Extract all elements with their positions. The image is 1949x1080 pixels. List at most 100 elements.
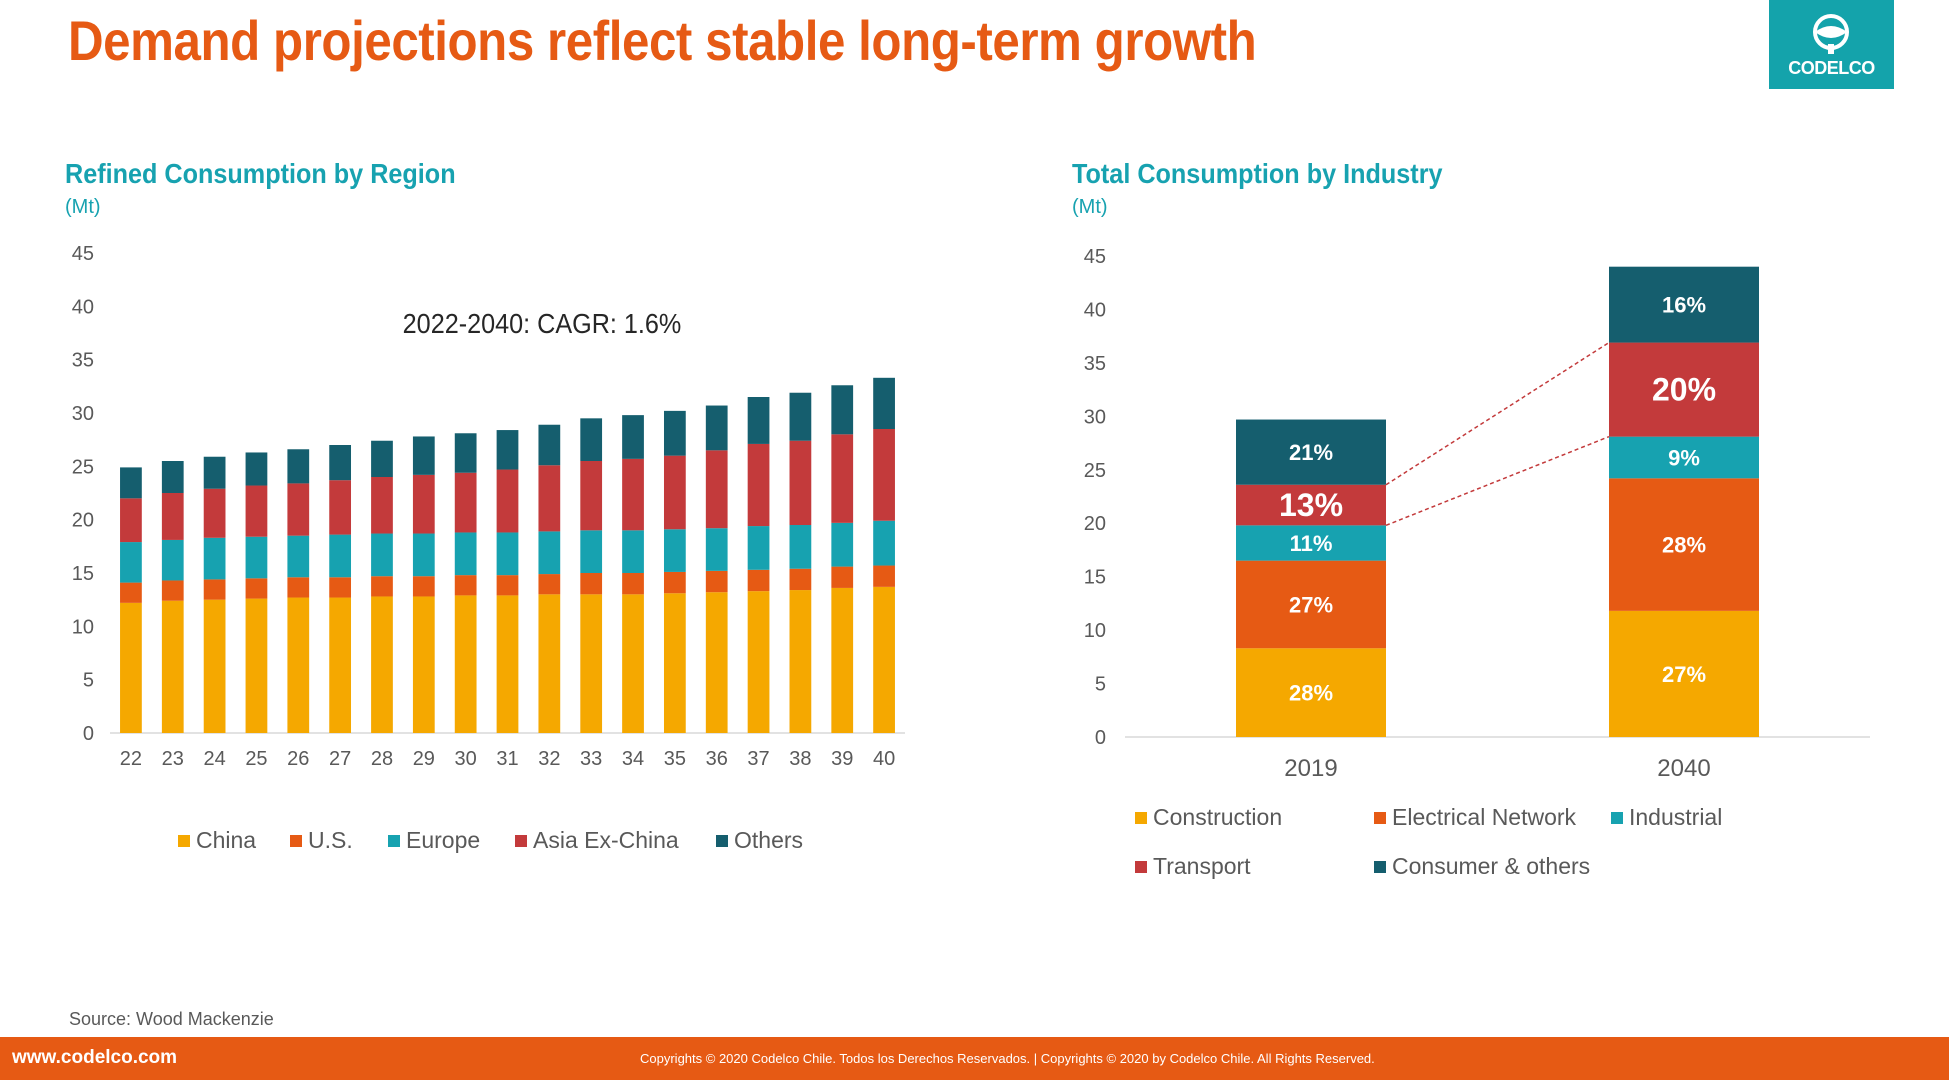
legend-item: U.S. [290,827,353,854]
bar-segment-asia-ex-china [789,440,812,525]
bar-segment-china [329,597,352,733]
bar-segment-asia-ex-china [287,483,310,536]
bar-segment-industrial [1236,525,1386,561]
y-tick-label: 20 [1084,513,1106,535]
legend-swatch [1611,811,1623,824]
y-tick-label: 35 [1084,353,1106,375]
bar-segment-europe [371,533,393,577]
bar-segment-asia-ex-china [245,485,268,537]
bar-segment-others [329,445,352,481]
bar-segment-china [161,600,184,733]
y-tick-label: 20 [72,510,94,532]
bar-segment-asia-ex-china [831,434,854,523]
y-tick-label: 15 [1084,567,1106,589]
legend-label: Asia Ex-China [533,827,679,853]
legend-label: Construction [1153,804,1283,830]
bar-segment-asia-ex-china [873,429,895,521]
x-tick-label: 26 [287,748,309,770]
bar-segment-europe [873,520,895,566]
codelco-logo: CODELCO [1769,0,1894,89]
segment-data-label: 11% [1290,531,1333,556]
bar-segment-asia-ex-china [747,443,770,527]
transport-connector-top [1385,341,1610,486]
legend-label: China [196,827,257,853]
x-tick-label: 27 [329,748,351,770]
right-chart-title: Total Consumption by Industry [1072,158,1443,189]
legend-label: Others [734,827,804,853]
bar-segment-u-s- [329,577,352,598]
x-tick-label: 28 [371,748,393,770]
segment-data-label: 9% [1668,445,1700,470]
legend-swatch [716,834,728,847]
legend-swatch [1135,811,1147,824]
right-chart-unit: (Mt) [1072,196,1108,218]
bar-segment-europe [538,531,561,575]
bar-segment-europe [496,532,519,576]
bar-segment-industrial [1609,436,1759,479]
bar-segment-u-s- [287,577,310,598]
legend-swatch [1374,860,1386,873]
bar-segment-others [245,452,268,486]
bar-segment-u-s- [705,570,728,593]
bar-segment-electrical-network [1236,560,1386,649]
y-tick-label: 30 [1084,406,1106,428]
bar-segment-europe [120,542,142,583]
bar-segment-asia-ex-china [538,465,561,532]
footer-website-link[interactable]: www.codelco.com [12,1047,178,1068]
bar-segment-asia-ex-china [120,498,142,543]
legend-swatch [388,834,400,847]
bar-segment-china [120,602,142,733]
bar-segment-electrical-network [1609,478,1759,611]
x-tick-label: 37 [747,748,769,770]
bar-segment-u-s- [789,568,812,591]
bar-segment-u-s- [371,576,393,597]
bar-segment-china [412,596,435,733]
x-tick-label: 36 [706,748,728,770]
region-consumption-chart: 0 5 10 15 20 25 30 35 40 45 22 23 24 25 26 27 28 29 30 31 32… [72,243,905,770]
bar-segment-china [622,594,644,733]
bar-segment-europe [161,539,184,581]
bar-segment-u-s- [663,571,686,594]
bar-segment-europe [287,535,310,578]
legend-item: Europe [388,827,480,854]
legend-swatch [178,834,190,847]
bar-segment-europe [454,532,477,576]
bar-segment-asia-ex-china [161,493,184,540]
bar-segment-europe [329,534,352,578]
left-chart-unit: (Mt) [65,196,101,218]
bar-segment-asia-ex-china [663,455,686,530]
bar-segment-china [287,597,310,733]
bar-segment-consumer-others [1236,419,1386,485]
cagr-annotation: 2022-2040: CAGR: 1.6% [403,308,682,340]
bar-segment-china [873,586,895,733]
left-chart-title: Refined Consumption by Region [65,158,456,189]
x-tick-label: 39 [831,748,853,770]
bar-segment-asia-ex-china [622,458,644,531]
segment-data-label: 28% [1289,681,1333,706]
bar-segment-europe [580,530,603,573]
x-tick-label: 2019 [1284,755,1337,782]
x-tick-label: 25 [245,748,267,770]
bar-segment-europe [789,525,812,569]
legend-item: Consumer & others [1374,853,1590,880]
bar-segment-asia-ex-china [371,477,393,534]
bar-segment-others [831,385,854,435]
legend-item: Transport [1135,853,1251,880]
bar-segment-construction [1236,648,1386,737]
x-tick-label: 35 [664,748,686,770]
bar-segment-china [496,595,519,733]
bar-segment-construction [1609,610,1759,737]
bar-segment-u-s- [622,573,644,595]
x-tick-label: 38 [789,748,811,770]
bar-segment-others [663,410,686,456]
bar-segment-europe [203,537,226,580]
bar-segment-china [747,591,770,733]
x-tick-label: 22 [120,748,142,770]
bar-segment-others [203,456,226,489]
segment-data-label: 28% [1662,533,1706,558]
transport-connector-bottom [1385,435,1610,527]
bar-segment-u-s- [161,580,184,601]
bar-segment-others [705,405,728,451]
bar-segment-u-s- [412,576,435,597]
x-tick-label: 32 [538,748,560,770]
